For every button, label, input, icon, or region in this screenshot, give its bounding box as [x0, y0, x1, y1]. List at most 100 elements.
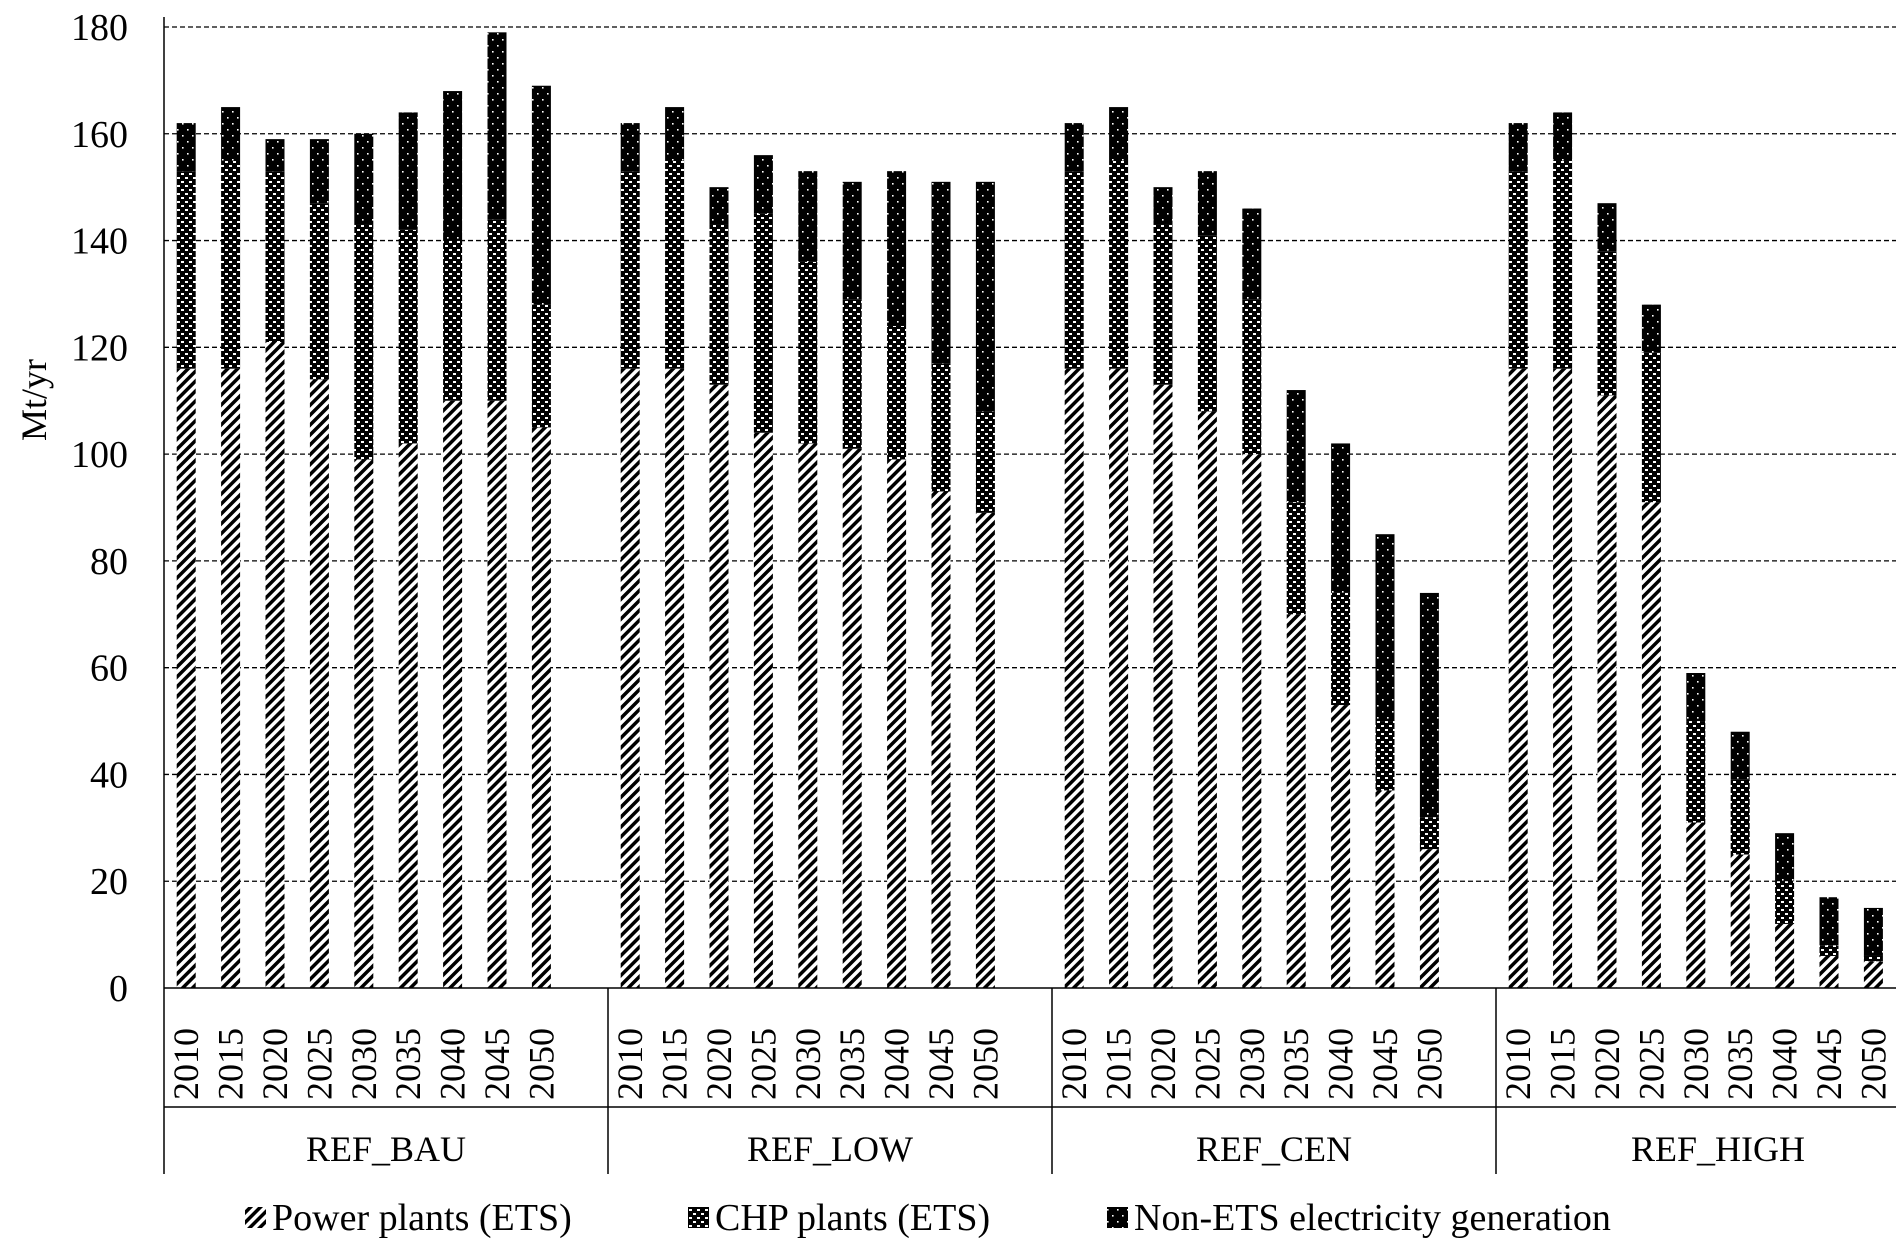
bar-ref-high-2010-non-ets — [1508, 123, 1528, 172]
bar-ref-high-2020-chp-plants — [1597, 251, 1617, 396]
bar-ref-bau-2010-power-plants — [176, 368, 196, 988]
group-label: REF_CEN — [1196, 1129, 1352, 1169]
bar-ref-cen-2010-non-ets — [1064, 123, 1084, 172]
y-axis-ticks: 0 20 40 60 80 100 120 140 160 180 — [71, 7, 128, 1010]
bar-ref-low-2020-non-ets — [709, 187, 729, 225]
x-tick-label: 2025 — [1187, 1028, 1227, 1100]
bar-ref-high-2010-power-plants — [1508, 368, 1528, 988]
bar-ref-low-2035-non-ets — [842, 181, 862, 300]
bar-ref-high-2015-non-ets — [1553, 112, 1573, 161]
bar-ref-low-2015-chp-plants — [665, 160, 685, 369]
bar-ref-low-2010-power-plants — [620, 368, 640, 988]
legend-label-chp-plants: CHP plants (ETS) — [715, 1197, 990, 1239]
bar-ref-bau-2045-chp-plants — [487, 219, 507, 401]
bar-ref-low-2030-non-ets — [798, 171, 818, 262]
x-tick-label: 2050 — [521, 1028, 561, 1100]
bar-ref-cen-2045-power-plants — [1375, 790, 1395, 988]
x-tick-label: 2040 — [1765, 1028, 1805, 1100]
bar-ref-high-2040-chp-plants — [1775, 881, 1795, 924]
x-tick-label: 2040 — [877, 1028, 917, 1100]
bar-ref-cen-2025-chp-plants — [1197, 235, 1217, 412]
bar-ref-high-2035-chp-plants — [1730, 779, 1750, 855]
bar-ref-cen-2045-non-ets — [1375, 534, 1395, 722]
x-tick-label: 2035 — [832, 1028, 872, 1100]
bar-ref-high-2040-non-ets — [1775, 833, 1795, 882]
bar-ref-bau-2015-non-ets — [221, 107, 241, 161]
y-tick-label: 20 — [90, 861, 128, 903]
y-tick-label: 140 — [71, 221, 128, 263]
bar-ref-low-2010-chp-plants — [620, 171, 640, 369]
bar-ref-cen-2015-chp-plants — [1109, 160, 1129, 369]
bar-ref-cen-2010-chp-plants — [1064, 171, 1084, 369]
bar-ref-low-2045-chp-plants — [931, 363, 951, 492]
x-tick-label: 2035 — [1720, 1028, 1760, 1100]
bar-ref-bau-2030-non-ets — [354, 133, 374, 225]
x-tick-label: 2045 — [1809, 1028, 1849, 1100]
bar-ref-high-2050-power-plants — [1863, 961, 1883, 988]
bar-ref-high-2025-non-ets — [1641, 304, 1661, 353]
y-tick-label: 180 — [71, 7, 128, 49]
x-tick-label: 2030 — [344, 1028, 384, 1100]
bar-ref-low-2040-non-ets — [887, 171, 907, 326]
x-tick-label: 2050 — [1409, 1028, 1449, 1100]
bar-ref-bau-2030-chp-plants — [354, 224, 374, 460]
legend-swatch-non-ets — [1107, 1207, 1128, 1228]
x-tick-label: 2050 — [965, 1028, 1005, 1100]
x-axis: 2010 2015 2020 2025 2030 2035 2040 2045 2050 2010… — [163, 17, 1896, 1174]
bar-ref-bau-2030-power-plants — [354, 459, 374, 988]
x-tick-label: 2020 — [1143, 1028, 1183, 1100]
bar-ref-cen-2030-non-ets — [1242, 208, 1262, 300]
y-tick-label: 160 — [71, 114, 128, 156]
bar-ref-bau-2020-non-ets — [265, 139, 285, 172]
bar-ref-high-2050-non-ets — [1863, 907, 1883, 956]
bars — [176, 32, 1883, 989]
y-tick-label: 60 — [90, 648, 128, 690]
bar-ref-cen-2020-power-plants — [1153, 384, 1173, 988]
bar-ref-low-2050-power-plants — [975, 512, 995, 988]
bar-ref-cen-2040-chp-plants — [1331, 592, 1351, 706]
bar-ref-cen-2045-chp-plants — [1375, 721, 1395, 791]
bar-ref-low-2015-non-ets — [665, 107, 685, 161]
x-tick-label: 2015 — [1099, 1028, 1139, 1100]
bar-ref-high-2025-chp-plants — [1641, 352, 1661, 503]
gridlines — [164, 26, 1896, 882]
bar-ref-cen-2015-power-plants — [1109, 368, 1129, 988]
bar-ref-cen-2025-non-ets — [1197, 171, 1217, 236]
bar-ref-bau-2035-chp-plants — [398, 229, 418, 444]
bar-ref-low-2030-chp-plants — [798, 261, 818, 444]
bar-ref-high-2015-power-plants — [1553, 368, 1573, 988]
x-tick-label: 2010 — [610, 1028, 650, 1100]
bar-ref-high-2035-power-plants — [1730, 854, 1750, 988]
bar-ref-cen-2035-non-ets — [1286, 390, 1306, 503]
bar-ref-bau-2020-power-plants — [265, 341, 285, 988]
group-label: REF_BAU — [306, 1129, 466, 1169]
bar-ref-cen-2050-non-ets — [1419, 592, 1439, 818]
bar-ref-high-2035-non-ets — [1730, 731, 1750, 780]
x-tick-label: 2030 — [1676, 1028, 1716, 1100]
bar-ref-cen-2025-power-plants — [1197, 411, 1217, 988]
bar-ref-high-2010-chp-plants — [1508, 171, 1528, 369]
bar-ref-low-2035-power-plants — [842, 448, 862, 988]
x-tick-label: 2015 — [211, 1028, 251, 1100]
bar-ref-bau-2010-non-ets — [176, 123, 196, 172]
bar-ref-low-2020-power-plants — [709, 384, 729, 988]
bar-ref-cen-2010-power-plants — [1064, 368, 1084, 988]
x-tick-label: 2035 — [388, 1028, 428, 1100]
bar-ref-bau-2010-chp-plants — [176, 171, 196, 369]
bar-ref-bau-2025-non-ets — [309, 139, 329, 204]
y-tick-label: 80 — [90, 541, 128, 583]
y-tick-label: 120 — [71, 327, 128, 369]
bar-ref-high-2020-non-ets — [1597, 203, 1617, 252]
bar-ref-bau-2035-non-ets — [398, 112, 418, 230]
bar-ref-bau-2015-chp-plants — [221, 160, 241, 369]
bar-ref-high-2045-power-plants — [1819, 955, 1839, 988]
x-tick-label: 2045 — [921, 1028, 961, 1100]
bar-ref-high-2045-chp-plants — [1819, 945, 1839, 956]
y-axis-title: Mt/yr — [14, 359, 54, 441]
x-tick-label: 2020 — [1587, 1028, 1627, 1100]
bar-ref-cen-2020-chp-plants — [1153, 224, 1173, 385]
x-tick-label: 2040 — [1321, 1028, 1361, 1100]
bar-ref-low-2015-power-plants — [665, 368, 685, 988]
bar-ref-low-2020-chp-plants — [709, 224, 729, 385]
